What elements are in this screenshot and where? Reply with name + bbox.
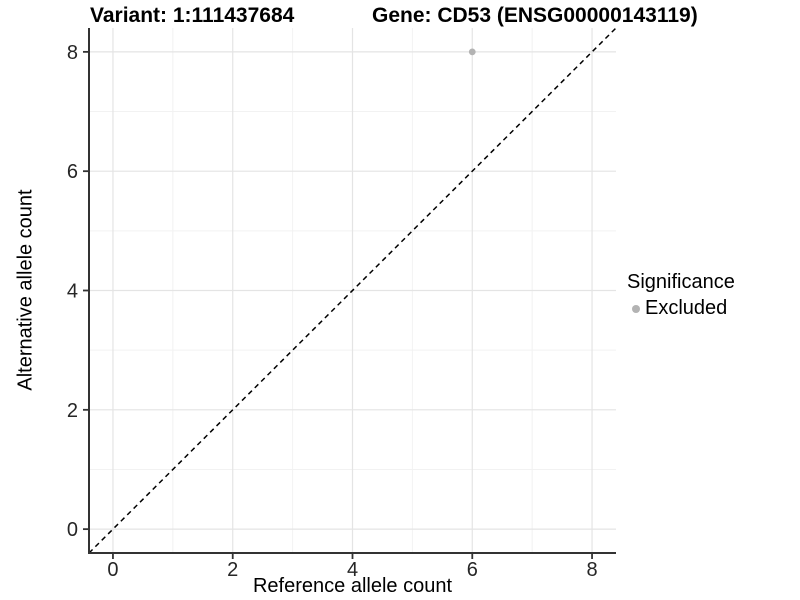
x-tick-label: 4 bbox=[347, 559, 358, 581]
legend-item-label: Excluded bbox=[645, 297, 728, 319]
x-axis-label: Reference allele count bbox=[252, 575, 452, 597]
x-tick-label: 0 bbox=[107, 559, 118, 581]
y-tick-label: 4 bbox=[67, 281, 78, 303]
legend-item-excluded: Excluded bbox=[627, 297, 735, 320]
data-point bbox=[468, 48, 476, 56]
x-tick-label: 2 bbox=[227, 559, 238, 581]
legend-point-icon bbox=[632, 304, 640, 313]
x-tick-label: 6 bbox=[467, 559, 478, 581]
y-tick-label: 6 bbox=[67, 161, 78, 183]
y-axis-label: Alternative allele count bbox=[14, 189, 37, 391]
identity-dashed-line bbox=[88, 27, 617, 554]
legend-title: Significance bbox=[627, 271, 735, 293]
plot-title-gene: Gene: CD53 (ENSG00000143119) bbox=[372, 4, 698, 27]
x-tick-label: 8 bbox=[586, 559, 597, 581]
y-tick-label: 0 bbox=[67, 519, 78, 541]
legend: Significance Excluded bbox=[627, 271, 735, 320]
plot-title-variant: Variant: 1:111437684 bbox=[90, 4, 295, 27]
y-tick-label: 8 bbox=[67, 42, 78, 64]
y-tick-label: 2 bbox=[67, 400, 78, 422]
